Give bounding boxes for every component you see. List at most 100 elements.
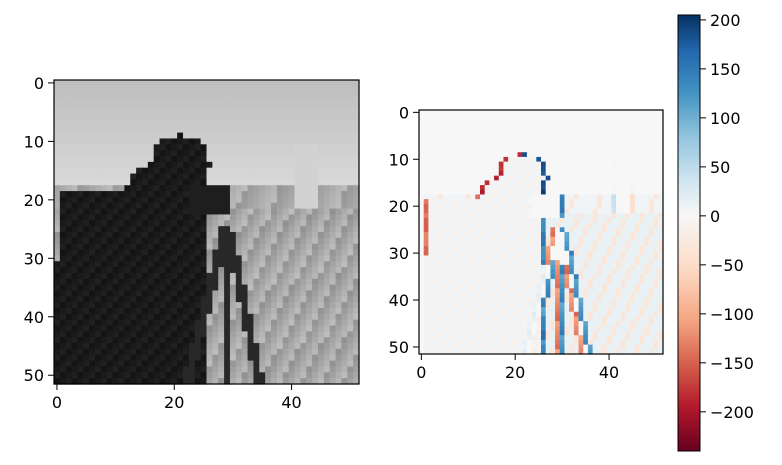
right-pixel <box>555 166 561 172</box>
left-pixel <box>112 267 120 274</box>
left-pixel <box>95 325 102 332</box>
right-pixel <box>503 232 509 238</box>
left-pixel <box>153 267 161 274</box>
right-pixel <box>630 199 636 205</box>
right-pixel <box>484 110 490 116</box>
left-pixel <box>112 185 120 192</box>
left-pixel <box>229 261 237 268</box>
left-pixel <box>112 296 120 303</box>
left-pixel <box>54 284 61 292</box>
left-pixel <box>200 331 208 338</box>
left-pixel <box>165 196 172 204</box>
left-pixel <box>353 278 360 286</box>
right-pixel <box>625 147 631 153</box>
left-pixel <box>241 284 249 292</box>
left-pixel <box>212 308 219 315</box>
left-pixel <box>177 156 184 163</box>
right-pixel <box>597 269 603 275</box>
right-pixel <box>564 156 570 163</box>
left-pixel <box>271 97 278 104</box>
right-pixel <box>470 208 476 214</box>
right-pixel <box>602 255 608 261</box>
left-pixel <box>54 237 61 245</box>
right-pixel <box>597 199 603 205</box>
left-pixel <box>218 91 225 99</box>
left-pixel <box>253 156 260 163</box>
left-pixel <box>71 237 79 245</box>
right-pixel <box>616 166 622 172</box>
left-pixel <box>77 208 84 216</box>
left-pixel <box>165 220 172 227</box>
left-pixel <box>153 161 161 169</box>
right-pixel <box>620 232 627 238</box>
left-pixel <box>212 272 219 280</box>
right-pixel <box>630 138 636 144</box>
right-pixel <box>475 128 481 135</box>
left-pixel <box>59 366 67 373</box>
right-pixel <box>522 142 528 149</box>
right-pixel <box>526 227 533 233</box>
left-pixel <box>130 278 137 286</box>
right-pixel <box>456 124 462 130</box>
left-pixel <box>353 214 360 221</box>
right-pixel <box>503 128 509 135</box>
right-pixel <box>606 138 612 144</box>
left-pixel <box>177 85 184 93</box>
left-pixel <box>153 109 161 116</box>
left-pixel <box>153 278 161 286</box>
left-pixel <box>229 255 237 262</box>
left-pixel <box>241 173 249 180</box>
left-pixel <box>130 179 137 186</box>
left-pixel <box>183 226 190 233</box>
left-pixel <box>194 185 202 192</box>
right-pixel <box>620 147 627 153</box>
left-pixel <box>159 103 167 110</box>
left-pixel <box>77 132 84 140</box>
left-pixel <box>194 97 202 104</box>
left-pixel <box>65 243 73 251</box>
left-pixel <box>271 150 278 157</box>
left-pixel <box>282 120 290 128</box>
right-pixel <box>508 246 514 252</box>
right-pixel <box>578 175 584 181</box>
right-pixel <box>461 246 467 252</box>
left-pixel <box>71 138 79 145</box>
left-pixel <box>235 331 243 338</box>
left-pixel <box>247 85 255 93</box>
left-pixel <box>212 150 219 157</box>
left-pixel <box>335 255 343 262</box>
left-pixel <box>106 115 114 122</box>
right-pixel <box>498 114 505 120</box>
left-pixel <box>71 278 79 286</box>
left-pixel <box>89 220 96 227</box>
right-pixel <box>639 203 645 210</box>
right-pixel <box>423 142 429 149</box>
left-pixel <box>317 337 325 344</box>
right-pixel <box>541 128 547 135</box>
right-pixel <box>620 110 627 116</box>
right-pixel <box>587 217 594 224</box>
right-pixel <box>564 124 570 130</box>
right-pixel <box>437 133 444 139</box>
left-pixel <box>241 267 249 274</box>
right-pixel <box>550 156 556 163</box>
left-pixel <box>124 173 131 180</box>
left-pixel <box>218 319 225 327</box>
right-pixel <box>639 278 645 285</box>
left-pixel <box>165 319 172 327</box>
right-pixel <box>480 274 486 280</box>
left-pixel <box>294 156 301 163</box>
left-pixel <box>71 150 79 157</box>
left-pixel <box>59 232 67 239</box>
right-pixel <box>564 119 570 125</box>
left-pixel <box>294 120 301 128</box>
left-pixel <box>206 278 213 286</box>
left-pixel <box>59 103 67 110</box>
left-pixel <box>200 278 208 286</box>
right-pixel <box>583 241 589 247</box>
left-pixel <box>159 156 167 163</box>
left-pixel <box>276 191 284 198</box>
left-pixel <box>253 378 260 385</box>
right-pixel <box>634 199 641 205</box>
right-pixel <box>583 199 589 205</box>
